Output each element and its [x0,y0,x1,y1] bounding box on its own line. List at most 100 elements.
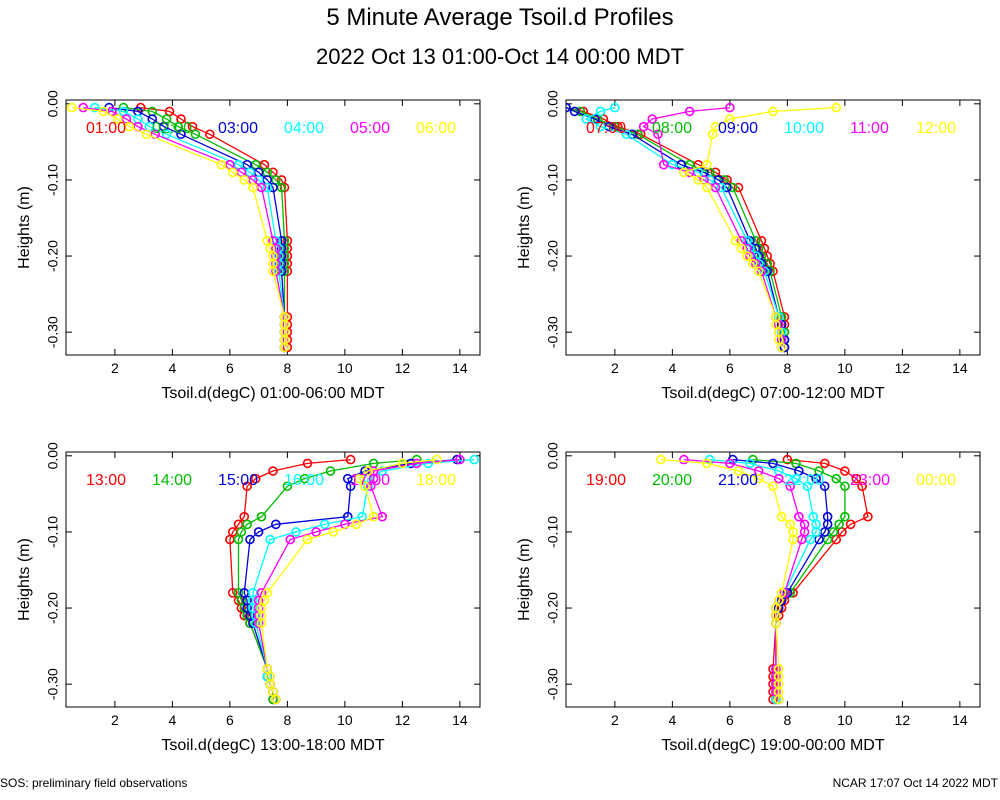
data-point-12:00 [753,266,764,277]
data-point-20:00 [840,511,850,522]
data-point-05:00 [78,102,89,113]
series-line-12:00 [682,106,837,348]
data-point-11:00 [653,129,663,140]
x-tick-label: 14 [952,712,968,728]
series-line-17:00 [257,458,460,700]
data-point-20:00 [840,481,850,492]
data-point-06:00 [279,342,290,353]
data-point-18:00 [256,618,267,629]
data-point-19:00 [845,519,856,530]
x-tick-label: 10 [837,712,853,728]
data-point-12:00 [736,243,747,254]
y-tick-label: 0.00 [45,90,61,117]
x-tick-label: 12 [895,712,911,728]
series-line-16:00 [252,458,475,700]
x-tick-label: 12 [895,360,911,376]
legend-label: 03:00 [218,120,258,137]
data-point-23:00 [773,473,784,484]
y-axis-label: Heights (m) [16,538,33,621]
data-point-13:00 [345,454,356,465]
data-point-11:00 [684,106,695,117]
legend-label: 06:00 [416,120,456,137]
data-point-11:00 [638,121,649,132]
data-point-16:00 [291,527,301,537]
series-line-03:00 [109,106,286,348]
data-point-17:00 [411,458,422,469]
data-point-09:00 [569,106,580,117]
x-tick-label: 12 [395,360,411,376]
series-line-07:00 [566,106,786,348]
data-point-18:00 [271,694,281,705]
y-tick-label: -0.20 [545,240,561,272]
y-tick-label: -0.30 [545,668,561,700]
data-point-06:00 [112,114,123,124]
data-point-09:00 [566,102,571,113]
data-point-18:00 [351,519,362,530]
plot-marks [225,454,480,705]
legend-label: 02:00 [152,120,192,137]
x-tick-label: 6 [726,712,734,728]
series-line-09:00 [566,107,786,348]
x-tick-label: 14 [452,712,468,728]
legend-label: 15:00 [218,472,258,489]
legend-label: 05:00 [350,120,390,137]
data-point-16:00 [319,519,330,530]
legend-label: 14:00 [152,472,192,489]
data-point-14:00 [233,534,244,545]
data-point-09:00 [722,182,732,193]
data-point-12:00 [748,258,758,269]
data-point-14:00 [242,519,252,530]
data-point-15:00 [245,534,255,545]
data-point-19:00 [819,458,830,469]
y-axis-label: Heights (m) [516,538,533,621]
data-point-06:00 [141,129,152,140]
legend-label: 00:00 [916,472,956,489]
x-tick-label: 14 [952,360,968,376]
legend-label: 04:00 [284,120,324,137]
x-tick-label: 4 [668,360,676,376]
plot-frame [65,451,481,708]
data-point-12:00 [679,167,689,178]
data-point-10:00 [595,121,606,132]
data-point-23:00 [679,454,689,465]
x-tick-label: 8 [783,712,791,728]
data-point-13:00 [302,458,313,469]
data-point-12:00 [831,102,842,113]
y-tick-label: -0.20 [45,240,61,272]
data-point-01:00 [204,129,215,140]
data-point-00:00 [773,694,784,705]
y-tick-label: -0.10 [545,164,561,196]
data-point-19:00 [840,466,850,476]
data-point-18:00 [360,481,370,492]
x-tick-label: 8 [283,712,291,728]
series-line-01:00 [140,106,289,348]
legend-label: 13:00 [86,472,126,489]
y-tick-label: -0.10 [545,516,561,548]
data-point-12:00 [693,175,704,185]
x-tick-label: 10 [837,360,853,376]
legend-label: 21:00 [718,472,758,489]
data-point-18:00 [302,534,313,545]
data-point-15:00 [253,527,264,537]
data-point-19:00 [782,454,793,465]
data-point-14:00 [256,511,267,522]
data-point-00:00 [768,481,778,492]
series-line-11:00 [642,106,783,348]
series-line-02:00 [123,106,286,348]
x-tick-label: 8 [283,360,291,376]
legend-label: 11:00 [850,120,889,137]
data-point-07:00 [733,182,744,193]
data-point-12:00 [707,129,718,140]
data-point-15:00 [271,519,281,530]
data-point-00:00 [656,454,666,465]
data-point-12:00 [730,236,741,246]
legend-label: 19:00 [586,472,626,489]
data-point-21:00 [811,473,821,484]
data-point-20:00 [834,519,844,530]
y-tick-label: -0.30 [45,668,61,700]
data-point-12:00 [768,106,778,117]
data-point-16:00 [265,534,275,545]
x-axis-label: Tsoil.d(degC) 07:00-12:00 MDT [661,385,884,402]
data-point-16:00 [469,454,480,465]
y-tick-label: -0.10 [45,516,61,548]
